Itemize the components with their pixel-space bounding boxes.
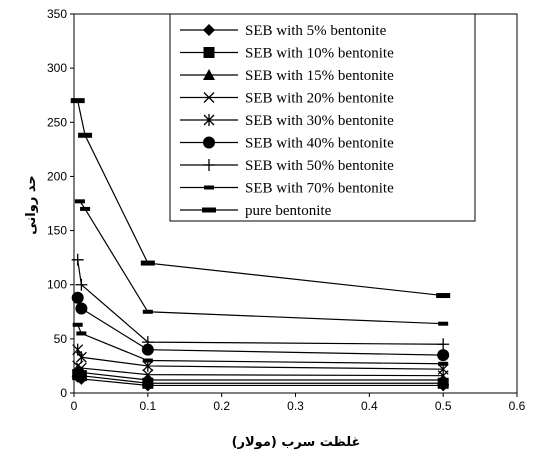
series-line [77, 297, 444, 356]
data-point-circle [75, 302, 88, 315]
series-line [77, 349, 444, 370]
legend-marker-dash [204, 185, 214, 190]
legend: SEB with 5% bentonite SEB with 10% benton… [169, 13, 476, 222]
data-point-bar [436, 293, 451, 299]
legend-marker-circle [203, 136, 215, 149]
data-point-dash [72, 322, 83, 327]
data-point-dash [438, 361, 449, 366]
series-markers [70, 98, 451, 392]
data-point-plus [437, 338, 450, 351]
x-tick-label: 0.1 [139, 399, 156, 413]
data-point-dash [142, 358, 153, 363]
data-point-x [75, 362, 87, 374]
legend-label: SEB with 15% bentonite [245, 68, 394, 84]
legend-label: SEB with 10% bentonite [245, 46, 394, 62]
data-point-bar [78, 132, 93, 138]
data-point-dash [438, 321, 449, 326]
y-tick-label: 50 [54, 332, 68, 346]
legend-label: SEB with 70% bentonite [245, 181, 394, 197]
data-point-dash [76, 331, 87, 336]
x-tick-label: 0 [71, 399, 78, 413]
y-tick-label: 300 [47, 61, 67, 75]
x-tick-label: 0.5 [435, 399, 452, 413]
x-axis-title: غلظت سرب (مولار) [232, 435, 361, 450]
series-line [77, 259, 444, 345]
data-point-star [75, 351, 87, 364]
legend-label: SEB with 40% bentonite [245, 136, 394, 152]
x-tick-label: 0.3 [287, 399, 304, 413]
legend-box [169, 13, 476, 222]
data-point-circle [71, 291, 84, 304]
y-axis-title: حد روانی [24, 175, 39, 234]
axes: 0 50 100 150 200 250 300 350 0 0.1 0.2 0.3 0.4 0.5 0.6 [47, 7, 526, 413]
data-point-plus [75, 278, 88, 291]
legend-marker-star [203, 114, 215, 126]
legend-label: SEB with 30% bentonite [245, 113, 394, 129]
legend-label: pure bentonite [245, 203, 332, 219]
data-point-plus [141, 336, 154, 349]
series-line [77, 324, 444, 365]
x-tick-label: 0.6 [509, 399, 526, 413]
y-tick-label: 150 [47, 224, 67, 238]
data-point-triangle [75, 366, 88, 378]
data-point-bar [140, 260, 155, 266]
data-point-bar [70, 98, 85, 104]
data-point-triangle [437, 374, 450, 386]
data-point-dash [80, 206, 91, 211]
y-tick-label: 350 [47, 7, 67, 21]
legend-marker-square [203, 47, 215, 58]
legend-marker-triangle [203, 69, 215, 80]
y-tick-label: 100 [47, 278, 67, 292]
y-tick-label: 200 [47, 169, 67, 183]
legend-label: SEB with 20% bentonite [245, 91, 394, 107]
data-point-plus [71, 253, 84, 266]
y-tick-label: 250 [47, 115, 67, 129]
legend-label: SEB with 50% bentonite [245, 158, 394, 174]
legend-marker-plus [203, 159, 215, 171]
y-tick-label: 0 [60, 386, 67, 400]
series-line [77, 100, 444, 297]
x-tick-label: 0.4 [361, 399, 378, 413]
legend-label: SEB with 5% bentonite [245, 23, 387, 39]
data-point-dash [74, 199, 85, 204]
data-point-circle [141, 343, 154, 356]
series-line [79, 200, 444, 325]
data-point-dash [142, 309, 153, 314]
legend-marker-diamond [203, 24, 215, 36]
legend-marker-bar [202, 207, 216, 213]
legend-marker-x [203, 92, 215, 103]
data-point-circle [437, 349, 450, 362]
data-point-triangle [141, 374, 154, 386]
x-tick-label: 0.2 [213, 399, 230, 413]
data-point-x [142, 369, 154, 381]
